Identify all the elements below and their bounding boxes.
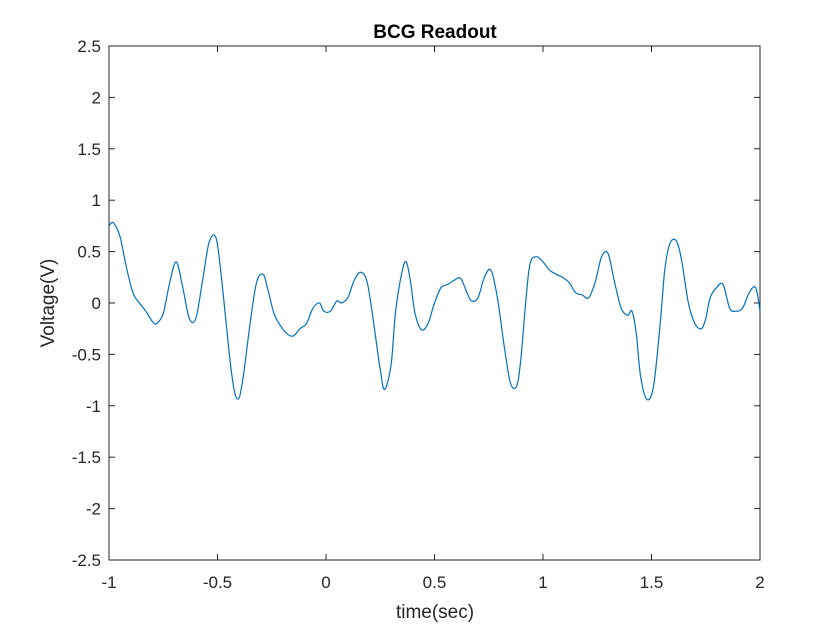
plot-area: -1 -0.5 0 0.5 1 1.5 2 -2.5 -2 -1.5 -1 -0.5 0 0.5 1 1.5… bbox=[72, 37, 765, 592]
y-tick-label: -0.5 bbox=[72, 345, 101, 364]
y-tick-label: -1 bbox=[86, 397, 101, 416]
x-tick-label: -0.5 bbox=[203, 573, 232, 592]
y-tick-label: -2.5 bbox=[72, 551, 101, 570]
y-axis-ticks: -2.5 -2 -1.5 -1 -0.5 0 0.5 1 1.5 2 2.5 bbox=[72, 37, 760, 570]
y-tick-label: 0 bbox=[92, 294, 101, 313]
x-tick-label: 0.5 bbox=[423, 573, 447, 592]
y-tick-label: 1 bbox=[92, 191, 101, 210]
y-tick-label: -2 bbox=[86, 500, 101, 519]
x-tick-label: 1 bbox=[538, 573, 547, 592]
x-tick-label: 0 bbox=[321, 573, 330, 592]
y-tick-label: 2.5 bbox=[77, 37, 101, 56]
x-axis-label: time(sec) bbox=[396, 602, 474, 623]
x-tick-label: 1.5 bbox=[640, 573, 664, 592]
y-tick-label: 2 bbox=[92, 88, 101, 107]
y-tick-label: 1.5 bbox=[77, 140, 101, 159]
x-axis-ticks: -1 -0.5 0 0.5 1 1.5 2 bbox=[101, 46, 765, 592]
y-axis-label: Voltage(V) bbox=[38, 259, 59, 348]
x-tick-label: -1 bbox=[101, 573, 116, 592]
x-tick-label: 2 bbox=[755, 573, 764, 592]
signal-line bbox=[108, 221, 761, 401]
chart-title: BCG Readout bbox=[373, 22, 497, 43]
y-tick-label: -1.5 bbox=[72, 448, 101, 467]
y-tick-label: 0.5 bbox=[77, 243, 101, 262]
